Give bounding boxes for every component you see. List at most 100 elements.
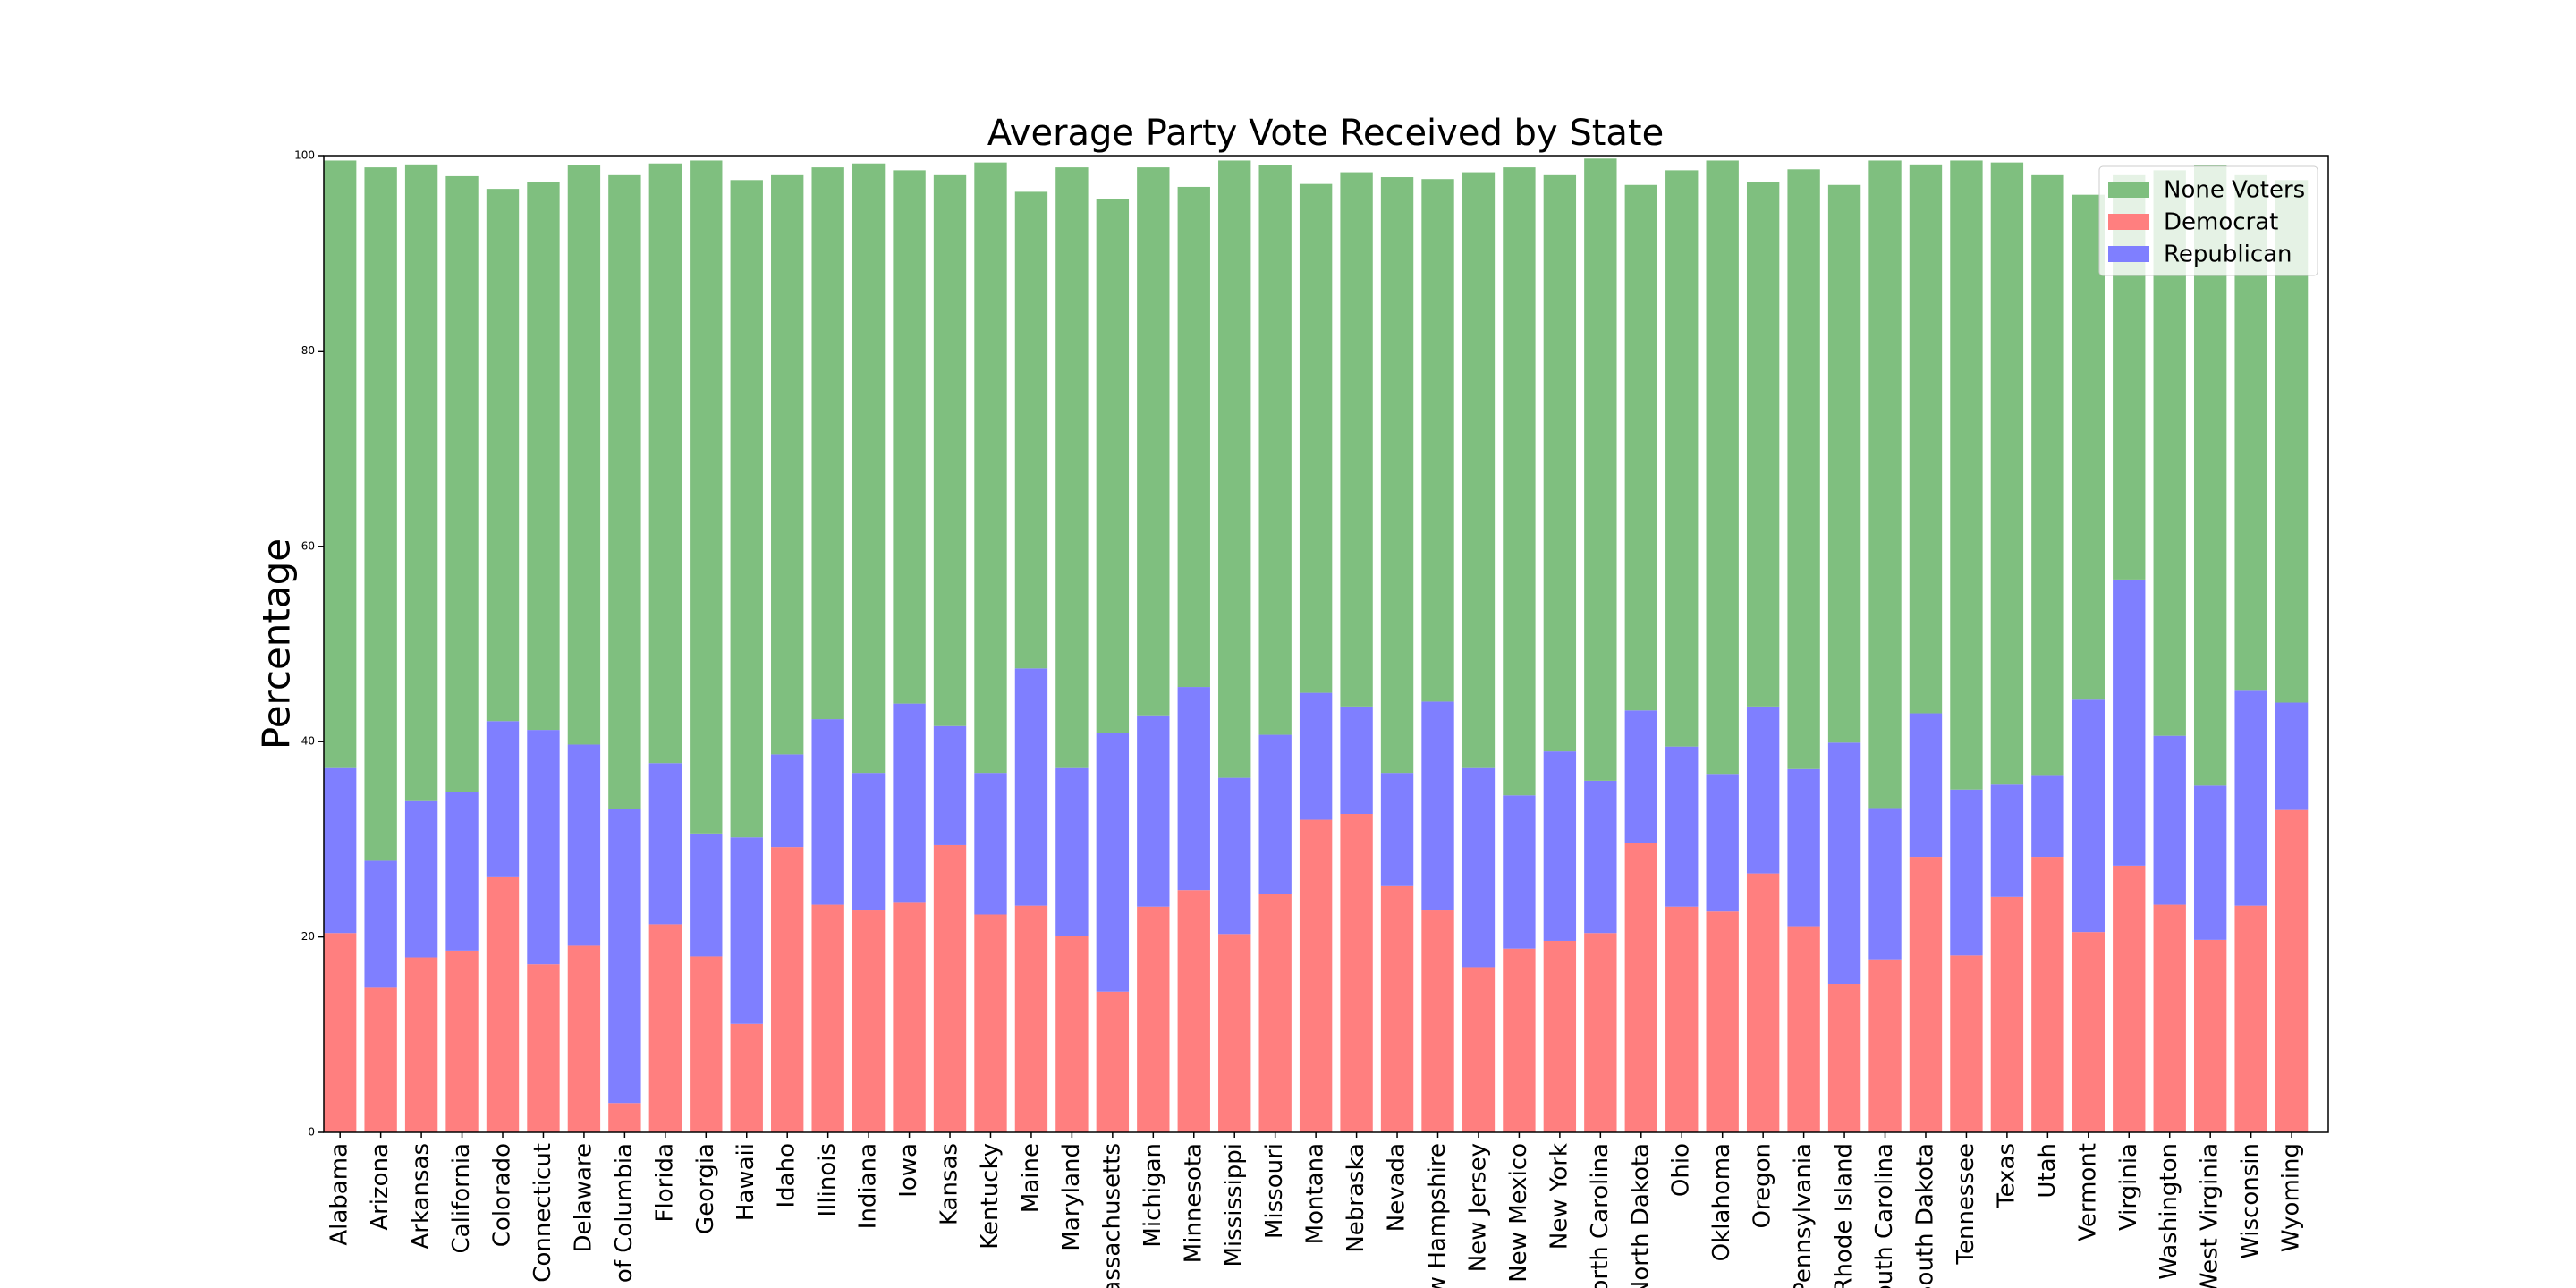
x-tick-label: Wyoming: [2278, 1143, 2305, 1252]
x-tick-label: Ohio: [1668, 1143, 1695, 1197]
bar-segment: [974, 162, 1007, 774]
x-tick-label: Connecticut: [530, 1143, 556, 1283]
bar-segment: [2113, 579, 2146, 866]
bar-segment: [608, 1103, 641, 1132]
bar-segment: [1868, 959, 1902, 1132]
bar-segment: [1706, 911, 1739, 1132]
bar-segment: [1543, 751, 1577, 941]
bar-segment: [445, 950, 479, 1132]
bar-segment: [1299, 692, 1333, 820]
bar-segment: [1624, 184, 1657, 711]
bar-segment: [852, 773, 886, 911]
bar-segment: [1462, 967, 1496, 1132]
bar-segment: [1787, 169, 1820, 769]
y-tick-label: 80: [301, 344, 315, 357]
bar-segment: [2031, 775, 2064, 858]
bar-segment: [2275, 809, 2309, 1132]
bar-segment: [933, 844, 967, 1132]
bar-segment: [2072, 932, 2105, 1132]
bar-segment: [1503, 795, 1536, 949]
bar-segment: [1827, 984, 1861, 1132]
bar-segment: [1218, 934, 1251, 1132]
bar-segment: [1665, 746, 1699, 907]
bar-segment: [771, 847, 804, 1132]
y-tick-label: 0: [308, 1126, 315, 1139]
x-tick-label: Rhode Island: [1831, 1143, 1858, 1288]
bar-segment: [1868, 808, 1902, 960]
x-tick-label: Colorado: [489, 1143, 516, 1247]
bar-segment: [1137, 906, 1170, 1132]
bar-segment: [1462, 172, 1496, 768]
x-tick-label: Massachusetts: [1098, 1143, 1125, 1288]
bar-segment: [486, 876, 520, 1132]
x-tick-label: New Hampshire: [1424, 1143, 1451, 1288]
bar-segment: [567, 165, 601, 745]
bar-segment: [404, 164, 438, 801]
bar-segment: [1218, 160, 1251, 778]
bar-segment: [1950, 160, 1983, 790]
bar-segment: [324, 767, 357, 934]
x-tick-label: Mississippi: [1221, 1143, 1248, 1267]
x-tick-label: Iowa: [895, 1143, 922, 1198]
legend: None Voters Democrat Republican: [2098, 165, 2318, 276]
x-tick-label: North Dakota: [1627, 1143, 1654, 1288]
x-tick-label: Arizona: [367, 1143, 394, 1231]
bar-segment: [690, 956, 723, 1132]
bar-segment: [1055, 936, 1089, 1132]
bar-segment: [486, 189, 520, 722]
x-tick-label: California: [448, 1143, 475, 1253]
bar-segment: [690, 160, 723, 834]
x-tick-label: Michigan: [1140, 1143, 1166, 1248]
bar-segment: [648, 763, 682, 925]
bar-segment: [933, 174, 967, 726]
x-tick-label: Idaho: [774, 1143, 801, 1208]
x-tick-label: Delaware: [570, 1143, 597, 1252]
x-tick-label: Vermont: [2074, 1143, 2101, 1241]
bar-segment: [1746, 706, 1780, 874]
bar-segment: [2275, 702, 2309, 810]
bar-segment: [811, 719, 844, 905]
bar-segment: [811, 167, 844, 720]
bar-segment: [2113, 865, 2146, 1132]
bar-segment: [1990, 162, 2024, 785]
bar-segment: [527, 182, 560, 731]
bar-segment: [2153, 735, 2186, 905]
bar-segment: [1177, 687, 1210, 891]
legend-label: Democrat: [2164, 209, 2278, 236]
x-tick-label: Illinois: [814, 1143, 841, 1217]
chart-title: Average Party Vote Received by State: [987, 113, 1664, 154]
bar-segment: [1787, 926, 1820, 1132]
bar-segment: [527, 730, 560, 965]
bar-segment: [1137, 167, 1170, 716]
bar-segment: [1787, 768, 1820, 927]
bar-segment: [364, 167, 397, 861]
bar-segment: [404, 800, 438, 958]
bar-segment: [1665, 906, 1699, 1132]
x-tick-label: North Carolina: [1587, 1143, 1614, 1288]
bar-segment: [730, 1023, 763, 1132]
x-tick-label: West Virginia: [2197, 1143, 2224, 1288]
x-tick-label: Georgia: [692, 1143, 719, 1234]
bar-segment: [2234, 690, 2267, 906]
x-tick-label: District of Columbia: [611, 1143, 638, 1288]
x-tick-label: Wisconsin: [2237, 1143, 2264, 1259]
bar-segment: [1380, 177, 1414, 774]
y-tick-label: 40: [301, 735, 315, 748]
bar-segment: [1299, 819, 1333, 1132]
bar-segment: [1909, 857, 1943, 1132]
x-tick-label: Alabama: [326, 1143, 353, 1246]
bar-segment: [1421, 179, 1454, 702]
bar-segment: [852, 910, 886, 1132]
bar-segment: [1624, 843, 1657, 1132]
x-tick-label: South Carolina: [1871, 1143, 1898, 1288]
plot-frame: [323, 155, 2329, 1133]
bar-segment: [1665, 170, 1699, 747]
bar-segment: [1827, 184, 1861, 743]
bar-segment: [730, 180, 763, 838]
x-tick-label: Maryland: [1058, 1143, 1085, 1251]
bar-segment: [1990, 896, 2024, 1132]
bar-segment: [1746, 182, 1780, 707]
bar-segment: [2193, 785, 2227, 940]
legend-label: None Voters: [2164, 177, 2305, 204]
x-tick-label: New York: [1546, 1143, 1572, 1250]
